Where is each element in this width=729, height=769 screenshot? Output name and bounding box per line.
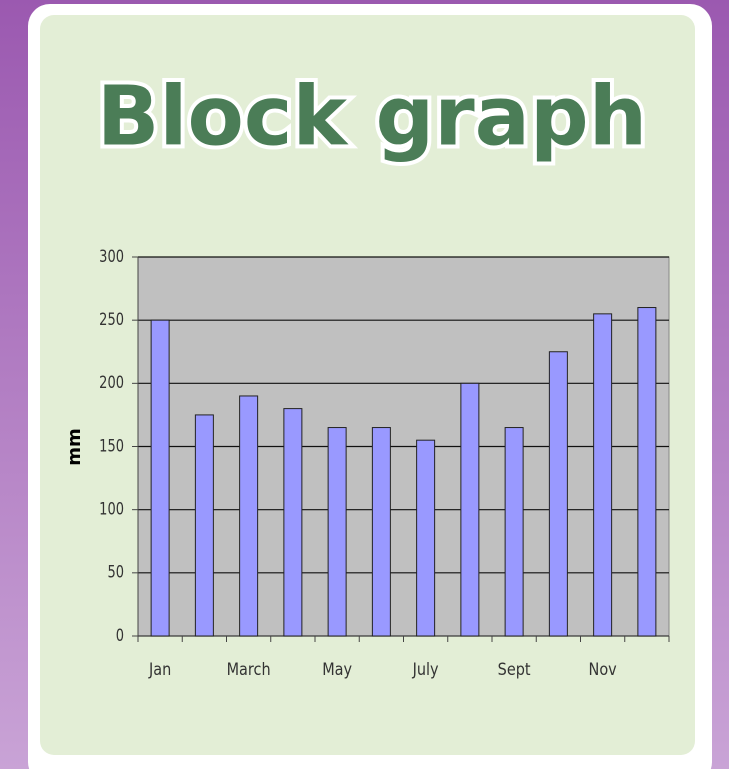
chart-title: Block graph	[97, 69, 647, 164]
bar	[593, 313, 613, 637]
bar	[283, 408, 303, 637]
y-tick-label: 250	[99, 309, 124, 329]
y-tick-label: 200	[99, 372, 124, 392]
y-tick-label: 50	[107, 562, 124, 582]
bar	[239, 395, 259, 637]
bar	[327, 427, 347, 637]
bar	[150, 319, 170, 637]
y-axis-label: mm	[64, 428, 85, 466]
x-tick-label: July	[412, 659, 439, 679]
x-tick-label: Nov	[589, 659, 617, 679]
y-tick-label: 0	[116, 625, 124, 645]
x-tick-label: March	[227, 659, 271, 679]
y-tick-label: 100	[99, 498, 124, 518]
y-tick-label: 300	[99, 246, 124, 266]
x-tick-label: Sept	[498, 659, 531, 679]
bar	[460, 382, 480, 637]
x-tick-label: May	[322, 659, 352, 679]
bar	[548, 351, 568, 637]
x-tick-label: Jan	[148, 659, 171, 679]
y-tick-label: 150	[99, 435, 124, 455]
bar	[371, 427, 391, 637]
bar	[504, 427, 524, 637]
bar	[416, 439, 436, 637]
bar	[194, 414, 214, 637]
bar	[637, 307, 657, 637]
